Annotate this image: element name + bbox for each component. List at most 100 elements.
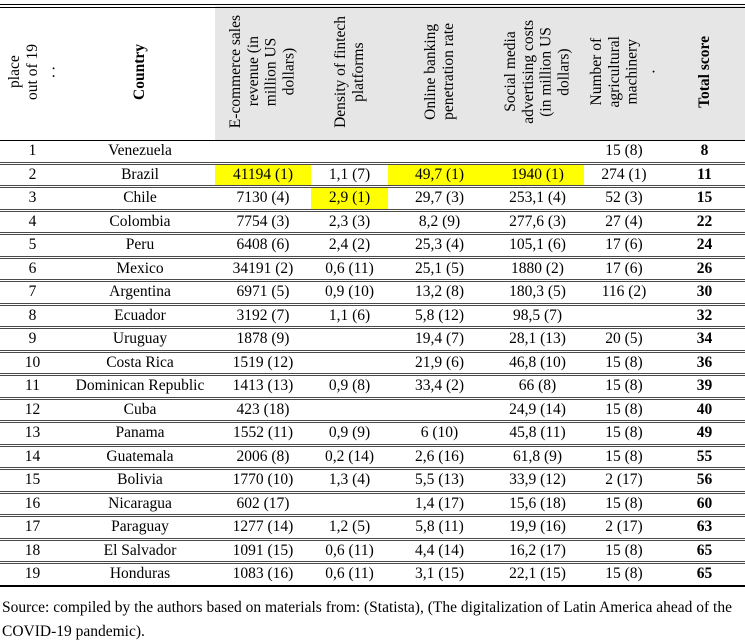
table-row: 11 Dominican Republic 1413 (13) 0,9 (8) 33,4…	[0, 374, 745, 398]
header-row: place out of 19. . Country E-commerce sales…	[0, 6, 745, 141]
cell-ecommerce: 1519 (12)	[232, 353, 294, 371]
cell-country: Peru	[125, 236, 155, 254]
cell-place: 6	[28, 259, 37, 277]
cell-place: 7	[28, 283, 37, 301]
cell-country: Brazil	[121, 165, 159, 183]
column-header-fintech: Density of fintech platforms	[311, 6, 388, 141]
table-row: 18 El Salvador 1091 (15) 0,6 (11) 4,4 (14) 16…	[0, 539, 745, 563]
cell-place: 11	[25, 377, 40, 395]
cell-place: 12	[24, 400, 41, 418]
cell-ecommerce: 1878 (9)	[236, 330, 290, 348]
cell-ecommerce: 423 (18)	[236, 400, 290, 418]
cell-social: 15,6 (18)	[509, 494, 566, 512]
cell-country: Chile	[123, 189, 157, 207]
cell-banking: 49,7 (1)	[388, 163, 491, 187]
cell-machinery: 2 (17)	[605, 471, 643, 489]
cell-machinery: 52 (3)	[605, 189, 643, 207]
cell-ecommerce: 7130 (4)	[236, 189, 290, 207]
table-row: 6 Mexico 34191 (2) 0,6 (11) 25,1 (5) 1880 (2)…	[0, 257, 745, 281]
table-row: 7 Argentina 6971 (5) 0,9 (10) 13,2 (8) 180,3 …	[0, 280, 745, 304]
cell-place: 14	[24, 447, 41, 465]
cell-fintech: 1,1 (7)	[328, 165, 371, 183]
cell-country: Paraguay	[111, 518, 169, 536]
cell-machinery: 2 (17)	[605, 518, 643, 536]
cell-country: El Salvador	[103, 541, 177, 559]
cell-banking: 13,2 (8)	[414, 283, 465, 301]
cell-ecommerce: 7754 (3)	[236, 212, 290, 230]
cell-country: Argentina	[109, 283, 171, 301]
cell-banking: 25,3 (4)	[414, 236, 465, 254]
table-row: 15 Bolivia 1770 (10) 1,3 (4) 5,5 (13) 33,9 (1…	[0, 468, 745, 492]
cell-fintech: 2,4 (2)	[328, 236, 371, 254]
cell-ecommerce: 2006 (8)	[236, 447, 290, 465]
cell-total: 24	[696, 236, 713, 254]
cell-ecommerce: 34191 (2)	[232, 259, 294, 277]
column-header-social: Social media advertising costs (in million…	[491, 6, 584, 141]
cell-social: 253,1 (4)	[509, 189, 566, 207]
cell-social: 46,8 (10)	[509, 353, 566, 371]
cell-place: 10	[24, 353, 41, 371]
table-row: 2 Brazil 41194 (1) 1,1 (7) 49,7 (1) 1940 (1) 2…	[0, 163, 745, 187]
cell-country: Bolivia	[117, 471, 163, 489]
cell-machinery: 17 (6)	[605, 236, 643, 254]
cell-social	[491, 141, 584, 164]
cell-ecommerce: 3192 (7)	[236, 306, 290, 324]
cell-total: 26	[696, 259, 713, 277]
cell-social: 22,1 (15)	[509, 565, 566, 583]
cell-ecommerce: 1277 (14)	[232, 518, 294, 536]
cell-banking: 2,6 (16)	[414, 447, 465, 465]
cell-ecommerce: 602 (17)	[236, 494, 290, 512]
table-row: 3 Chile 7130 (4) 2,9 (1) 29,7 (3) 253,1 (4) 52…	[0, 186, 745, 210]
table-row: 1 Venezuela 15 (8) 8	[0, 140, 745, 164]
cell-machinery: 116 (2)	[601, 283, 647, 301]
cell-place: 4	[28, 212, 37, 230]
cell-machinery: 15 (8)	[605, 353, 643, 371]
cell-fintech: 0,9 (10)	[324, 283, 375, 301]
cell-banking: 5,8 (11)	[415, 518, 464, 536]
cell-ecommerce: 1552 (11)	[232, 424, 294, 442]
cell-fintech: 0,6 (11)	[325, 259, 374, 277]
cell-ecommerce: 1091 (15)	[232, 541, 294, 559]
country-digitalization-ranking-table: place out of 19. . Country E-commerce sales…	[0, 4, 745, 587]
column-header-label-banking: Online banking penetration rate	[421, 23, 457, 120]
cell-country: Dominican Republic	[75, 377, 205, 395]
cell-social: 61,8 (9)	[512, 447, 563, 465]
cell-banking: 33,4 (2)	[414, 377, 465, 395]
cell-fintech	[311, 492, 388, 516]
cell-banking: 5,5 (13)	[414, 471, 465, 489]
cell-total: 11	[697, 165, 712, 183]
cell-banking: 29,7 (3)	[414, 189, 465, 207]
cell-social: 28,1 (13)	[509, 330, 566, 348]
table-row: 5 Peru 6408 (6) 2,4 (2) 25,3 (4) 105,1 (6) 17 …	[0, 233, 745, 257]
cell-fintech	[311, 141, 388, 164]
table-row: 10 Costa Rica 1519 (12) 21,9 (6) 46,8 (10) 15…	[0, 351, 745, 375]
column-header-label-total: Total score	[695, 35, 713, 108]
table-row: 19 Honduras 1083 (16) 0,6 (11) 3,1 (15) 22,1 …	[0, 562, 745, 586]
cell-machinery: 274 (1)	[601, 165, 647, 183]
cell-fintech: 1,3 (4)	[328, 471, 371, 489]
cell-banking: 6 (10)	[420, 424, 459, 442]
cell-total: 8	[700, 142, 709, 160]
cell-country: Guatemala	[106, 447, 174, 465]
cell-social: 98,5 (7)	[512, 306, 563, 324]
cell-total: 56	[696, 471, 713, 489]
cell-social: 16,2 (17)	[509, 541, 566, 559]
cell-total: 15	[696, 189, 713, 207]
column-header-ecommerce: E-commerce sales revenue (in million US dol…	[215, 6, 311, 141]
column-header-label-ecommerce: E-commerce sales revenue (in million US dol…	[227, 14, 298, 129]
column-header-total: Total score	[664, 6, 745, 141]
cell-banking	[388, 398, 491, 422]
cell-banking: 21,9 (6)	[414, 353, 465, 371]
cell-machinery: 15 (8)	[605, 142, 643, 160]
cell-total: 22	[696, 212, 713, 230]
cell-machinery: 15 (8)	[605, 377, 643, 395]
cell-total: 40	[696, 400, 713, 418]
table-header: place out of 19. . Country E-commerce sales…	[0, 6, 745, 141]
column-header-label-place: place out of 19. .	[5, 43, 59, 100]
cell-machinery: 17 (6)	[605, 259, 643, 277]
cell-country: Honduras	[109, 565, 171, 583]
cell-place: 18	[24, 541, 41, 559]
cell-social: 1940 (1)	[491, 163, 584, 187]
column-header-country: Country	[65, 6, 215, 141]
